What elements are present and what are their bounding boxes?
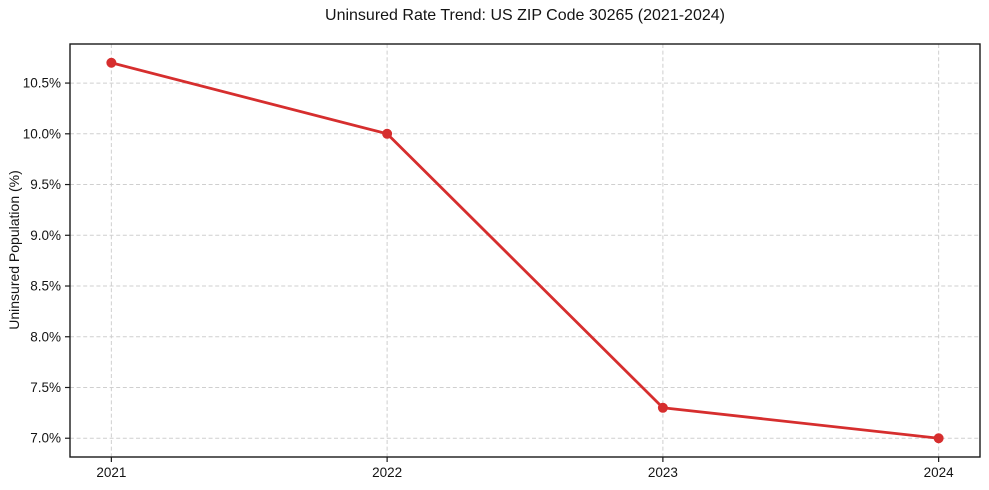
y-tick-label: 9.0% <box>30 228 61 243</box>
y-tick-label: 10.0% <box>23 126 61 141</box>
y-tick-label: 10.5% <box>23 76 61 91</box>
y-tick-label: 9.5% <box>30 177 61 192</box>
x-tick-label: 2023 <box>648 465 678 480</box>
y-tick-label: 8.5% <box>30 279 61 294</box>
chart-title: Uninsured Rate Trend: US ZIP Code 30265 … <box>325 7 725 24</box>
data-point-marker <box>106 57 117 68</box>
data-point-marker <box>382 128 393 139</box>
y-tick-label: 7.5% <box>30 380 61 395</box>
plot-border <box>69 43 981 458</box>
y-tick-label: 7.0% <box>30 431 61 446</box>
data-point-marker <box>657 402 668 413</box>
data-point-marker <box>933 433 944 444</box>
x-tick-label: 2024 <box>924 465 955 480</box>
x-tick-label: 2022 <box>372 465 402 480</box>
y-tick-label: 8.0% <box>30 329 61 344</box>
x-tick-label: 2021 <box>96 465 126 480</box>
trend-line <box>109 61 941 440</box>
